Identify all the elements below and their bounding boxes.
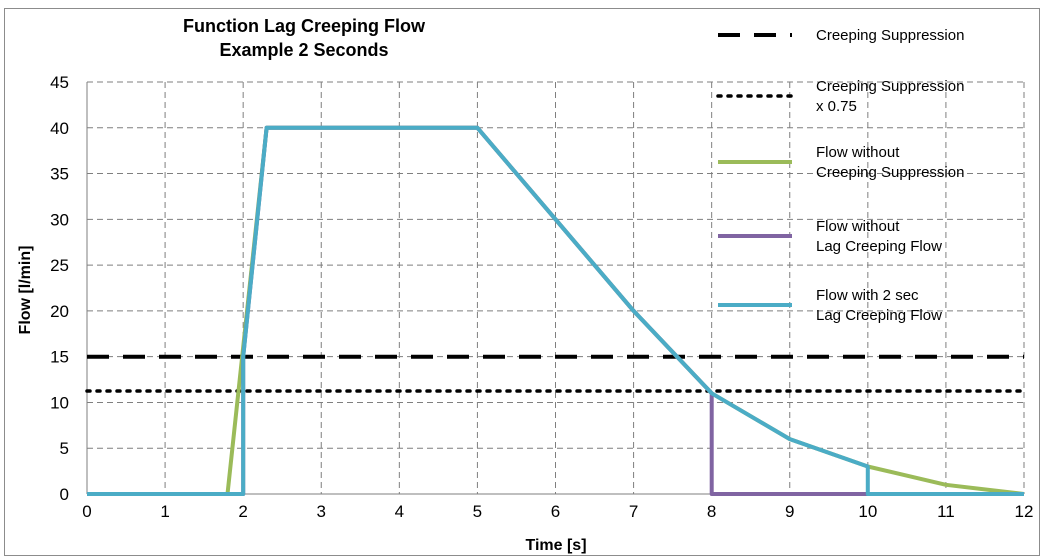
y-tick-label: 20 <box>50 302 69 321</box>
legend-label-3: Creeping Suppression <box>816 164 964 181</box>
legend-label-4: Flow without <box>816 218 900 235</box>
x-tick-label: 12 <box>1015 502 1034 521</box>
x-tick-label: 11 <box>937 502 955 521</box>
chart-frame <box>4 8 1040 556</box>
x-tick-label: 3 <box>317 502 326 521</box>
legend-label-3: Flow without <box>816 144 900 161</box>
x-tick-label: 10 <box>858 502 877 521</box>
legend-label-5: Lag Creeping Flow <box>816 307 942 324</box>
y-tick-label: 25 <box>50 256 69 275</box>
x-tick-label: 6 <box>551 502 560 521</box>
x-axis-label: Time [s] <box>525 537 586 554</box>
series-layer <box>85 125 1026 496</box>
x-tick-label: 9 <box>785 502 794 521</box>
y-tick-label: 10 <box>50 393 69 412</box>
x-tick-label: 1 <box>160 502 169 521</box>
y-tick-label: 5 <box>60 439 69 458</box>
x-tick-label: 0 <box>82 502 91 521</box>
legend: Creeping Suppression Creeping Suppression… <box>716 27 964 324</box>
y-axis-label: Flow [l/min] <box>17 246 34 335</box>
chart-title-line-2: Example 2 Seconds <box>219 40 388 60</box>
y-tick-label: 30 <box>50 210 69 229</box>
x-tick-label: 4 <box>395 502 404 521</box>
series-line-5 <box>87 125 1024 496</box>
y-tick-label: 15 <box>50 348 69 367</box>
legend-label-5: Flow with 2 sec <box>816 287 919 304</box>
x-tick-label: 2 <box>238 502 247 521</box>
legend-label-2: Creeping Suppression <box>816 78 964 95</box>
legend-label-2: x 0.75 <box>816 98 857 115</box>
x-tick-label: 5 <box>473 502 482 521</box>
y-tick-label: 35 <box>50 165 69 184</box>
legend-label-4: Lag Creeping Flow <box>816 238 942 255</box>
x-tick-label: 8 <box>707 502 716 521</box>
y-tick-label: 40 <box>50 119 69 138</box>
y-tick-label: 0 <box>60 485 69 504</box>
chart-title-line-1: Function Lag Creeping Flow <box>183 16 426 36</box>
legend-label-1: Creeping Suppression <box>816 27 964 44</box>
x-tick-label: 7 <box>629 502 638 521</box>
y-tick-label: 45 <box>50 73 69 92</box>
